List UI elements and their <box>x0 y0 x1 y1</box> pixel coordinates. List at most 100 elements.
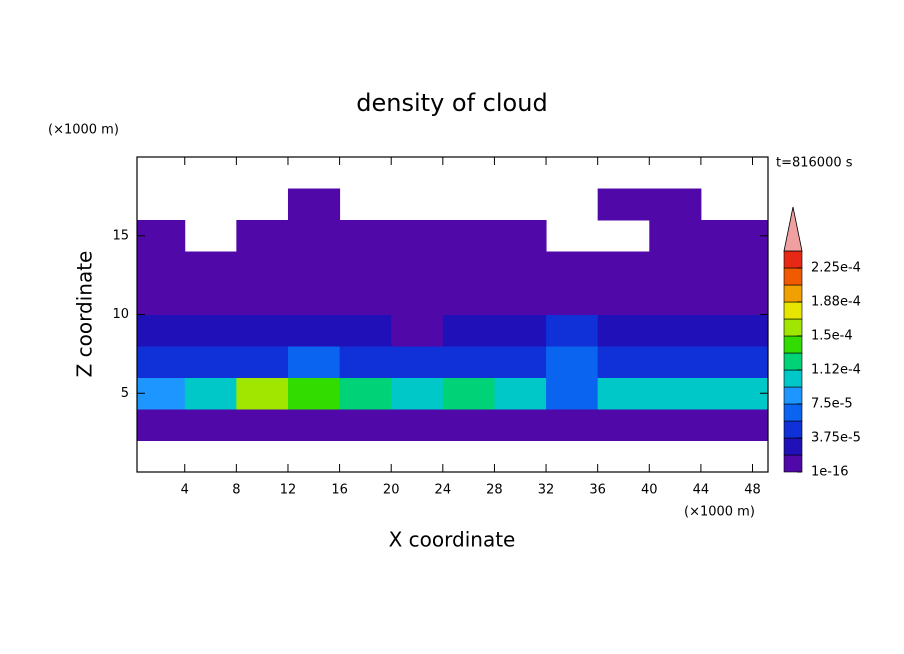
colorbar-box <box>783 284 803 303</box>
colorbar-box <box>783 250 803 269</box>
field-cell <box>339 377 392 410</box>
field-cell <box>287 377 341 410</box>
field-cell <box>752 283 768 315</box>
field-cell <box>391 251 444 284</box>
x-tick-label: 44 <box>693 483 710 498</box>
field-cell <box>236 377 289 410</box>
x-tick-label: 28 <box>486 483 503 498</box>
colorbar-box <box>783 318 803 337</box>
field-cell <box>287 188 341 221</box>
field-cell <box>137 283 186 315</box>
field-cell <box>649 283 702 315</box>
y-tick-label: 5 <box>121 386 129 401</box>
field-cell <box>339 283 392 315</box>
colorbar-label: 3.75e-5 <box>811 431 861 446</box>
field-cell <box>700 220 754 252</box>
x-tick-label: 36 <box>589 483 606 498</box>
field-cell <box>287 409 341 441</box>
field-cell <box>546 283 599 315</box>
field-cell <box>339 251 392 284</box>
field-cell <box>137 409 186 441</box>
field-cell <box>700 314 754 347</box>
field-cell <box>184 346 237 378</box>
field-cell <box>391 314 444 347</box>
field-cell <box>546 251 599 284</box>
field-cell <box>339 314 392 347</box>
field-cell <box>184 283 237 315</box>
field-cell <box>546 409 599 441</box>
field-cell <box>649 409 702 441</box>
field-cell <box>391 409 444 441</box>
field-cell <box>494 251 547 284</box>
x-tick-label: 4 <box>181 483 189 498</box>
field-cell <box>597 346 650 378</box>
field-cell <box>287 346 341 378</box>
field-cell <box>236 251 289 284</box>
colorbar-box <box>783 352 803 371</box>
field-cell <box>494 283 547 315</box>
colorbar-box <box>783 335 803 354</box>
field-cell <box>649 346 702 378</box>
field-cell <box>236 314 289 347</box>
field-cell <box>597 377 650 410</box>
field-cell <box>137 251 186 284</box>
field-cell <box>494 409 547 441</box>
colorbar-label: 2.25e-4 <box>811 261 861 276</box>
field-cell <box>339 409 392 441</box>
y-tick-label: 10 <box>112 307 129 322</box>
field-cell <box>391 220 444 252</box>
field-cell <box>184 377 237 410</box>
x-tick-label: 12 <box>280 483 297 498</box>
field-cell <box>442 409 495 441</box>
field-cell <box>494 377 547 410</box>
colorbar-extend <box>783 206 803 252</box>
field-cell <box>752 314 768 347</box>
field-cell <box>287 283 341 315</box>
field-cell <box>700 377 754 410</box>
field-cell <box>391 283 444 315</box>
colorbar-box <box>783 437 803 456</box>
field-cell <box>184 409 237 441</box>
field-cell <box>597 409 650 441</box>
field-cell <box>494 220 547 252</box>
field-cell <box>597 314 650 347</box>
field-cell <box>700 251 754 284</box>
y-axis-title: Z coordinate <box>73 251 97 378</box>
y-unit: (×1000 m) <box>48 123 119 138</box>
field-cell <box>236 409 289 441</box>
field-cell <box>752 251 768 284</box>
field-cell <box>236 346 289 378</box>
field-cell <box>442 283 495 315</box>
colorbar-label: 1.88e-4 <box>811 295 861 310</box>
field-cell <box>700 409 754 441</box>
x-tick-label: 32 <box>538 483 555 498</box>
field-cell <box>137 346 186 378</box>
field-cell <box>700 346 754 378</box>
field-cell <box>700 283 754 315</box>
x-tick-label: 16 <box>331 483 348 498</box>
x-axis-title: X coordinate <box>389 528 516 552</box>
colorbar-label: 1.12e-4 <box>811 363 861 378</box>
chart-title: density of cloud <box>356 89 547 117</box>
field-cell <box>597 283 650 315</box>
field-cell <box>546 314 599 347</box>
colorbar-box <box>783 267 803 286</box>
colorbar-box <box>783 420 803 439</box>
colorbar-label: 1e-16 <box>811 465 849 480</box>
field-cell <box>442 314 495 347</box>
field-cell <box>184 251 237 284</box>
field-cell <box>287 220 341 252</box>
field-cell <box>649 251 702 284</box>
x-unit: (×1000 m) <box>684 505 755 520</box>
field-cell <box>287 314 341 347</box>
field-cell <box>442 377 495 410</box>
time-annotation: t=816000 s <box>776 156 853 171</box>
field-cell <box>649 220 702 252</box>
colorbar-label: 7.5e-5 <box>811 397 853 412</box>
field-cell <box>137 314 186 347</box>
x-tick-label: 20 <box>383 483 400 498</box>
field-cell <box>649 314 702 347</box>
field-cell <box>649 188 702 221</box>
field-cell <box>442 220 495 252</box>
